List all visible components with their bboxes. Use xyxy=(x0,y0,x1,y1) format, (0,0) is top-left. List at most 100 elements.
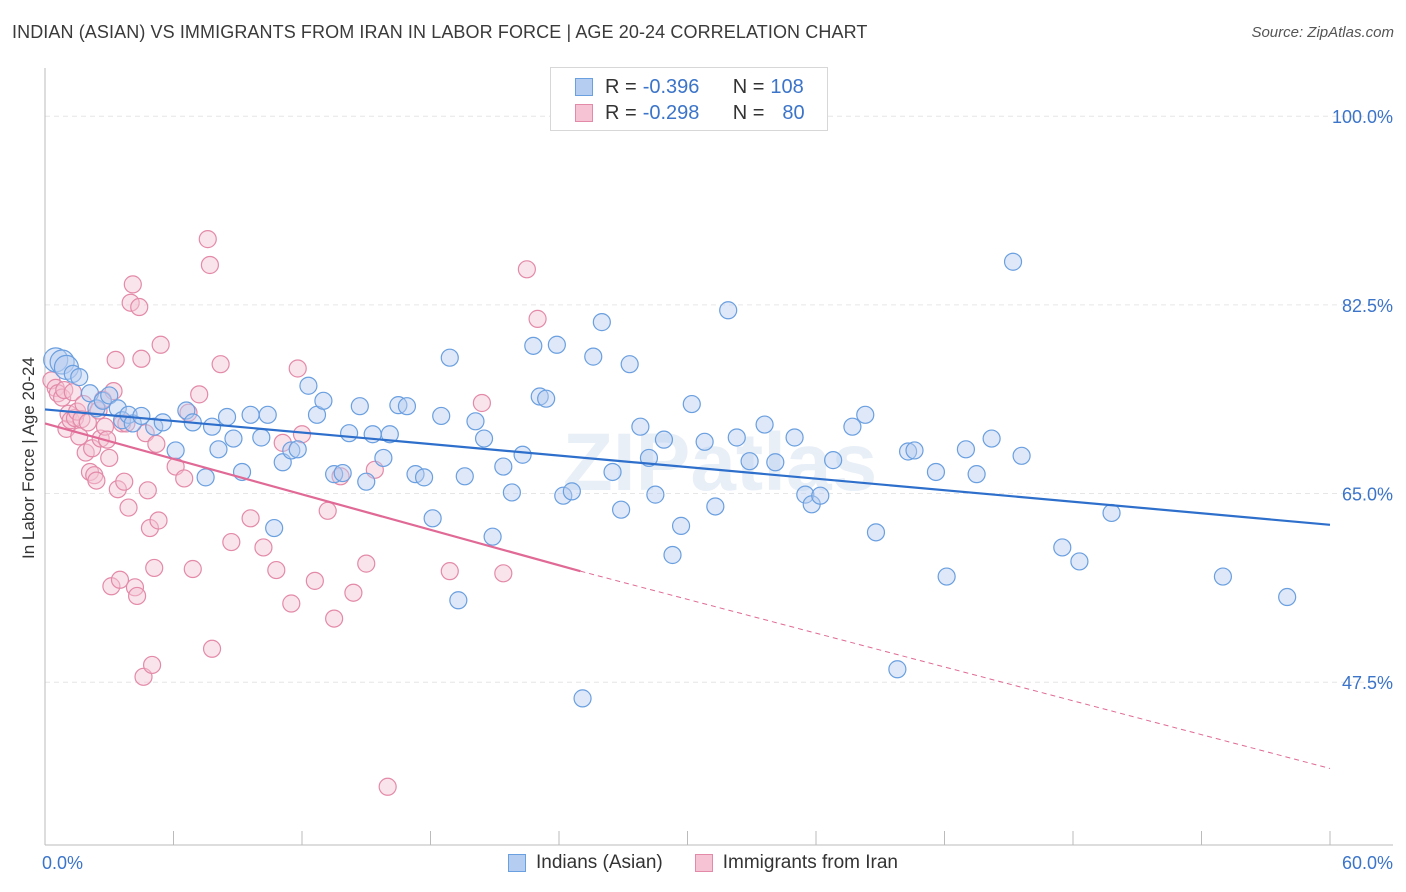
data-point-indian xyxy=(1278,587,1297,607)
gridlines xyxy=(45,115,1393,683)
source-label: Source: ZipAtlas.com xyxy=(1251,24,1394,41)
data-point-iran xyxy=(151,335,170,354)
data-point-indian xyxy=(562,482,581,501)
data-point-indian xyxy=(333,463,352,483)
data-point-indian xyxy=(646,485,665,504)
data-point-indian xyxy=(1213,567,1233,586)
data-point-indian xyxy=(671,516,691,535)
data-point-indian xyxy=(905,441,924,460)
data-point-indian xyxy=(166,441,185,460)
data-point-indian xyxy=(937,567,956,586)
data-point-indian xyxy=(1053,538,1072,557)
data-point-indian xyxy=(1102,503,1121,523)
trend-line-iran-extrapolated xyxy=(580,570,1331,769)
data-point-indian xyxy=(898,442,918,461)
data-point-indian xyxy=(483,527,502,546)
data-point-iran xyxy=(267,560,286,580)
data-point-indian xyxy=(374,448,393,468)
data-point-iran xyxy=(325,609,344,628)
data-point-indian xyxy=(706,497,725,516)
legend-swatch-blue xyxy=(508,854,526,872)
data-point-iran xyxy=(282,594,301,613)
data-point-indian xyxy=(796,485,815,504)
data-point-iran xyxy=(241,509,260,528)
data-point-iran xyxy=(198,230,217,249)
legend-label-indian: Indians (Asian) xyxy=(536,852,663,873)
data-point-iran xyxy=(108,480,127,499)
data-point-indian xyxy=(414,468,434,487)
data-point-indian xyxy=(1003,252,1023,271)
chart-title: INDIAN (ASIAN) VS IMMIGRANTS FROM IRAN I… xyxy=(12,22,868,42)
data-point-iran xyxy=(127,586,147,606)
legend-item-iran: Immigrants from Iran xyxy=(694,852,898,874)
data-point-iran xyxy=(211,355,230,374)
data-point-indian xyxy=(592,313,611,332)
legend-swatch-pink xyxy=(694,854,713,872)
data-point-indian xyxy=(258,405,277,424)
data-point-indian xyxy=(397,397,417,416)
data-point-indian xyxy=(265,518,284,538)
data-point-iran xyxy=(222,532,241,552)
data-point-iran xyxy=(183,559,202,579)
legend-r-value: -0.396 xyxy=(642,75,700,98)
data-point-iran xyxy=(121,293,140,312)
data-point-indian xyxy=(494,457,513,476)
data-point-iran xyxy=(472,393,491,413)
data-point-indian xyxy=(1070,552,1089,571)
legend-n-value: 108 xyxy=(770,75,804,98)
data-point-indian xyxy=(766,453,785,472)
data-point-iran xyxy=(292,425,312,444)
legend-n-label: N = xyxy=(732,75,765,98)
data-point-indian xyxy=(209,440,228,459)
data-point-indian xyxy=(340,424,359,443)
data-point-iran xyxy=(344,583,363,602)
data-point-indian xyxy=(785,428,804,447)
data-point-indian xyxy=(132,406,151,426)
data-point-iran xyxy=(145,558,164,578)
data-point-iran xyxy=(142,655,162,675)
data-point-iran xyxy=(106,350,125,369)
data-point-indian xyxy=(299,376,318,395)
data-point-indian xyxy=(727,428,746,447)
y-tick-label: 82.5% xyxy=(1342,296,1393,316)
data-point-indian xyxy=(631,417,650,436)
data-point-iran xyxy=(200,255,220,275)
trend-line-iran xyxy=(44,422,581,573)
data-point-indian xyxy=(612,500,631,519)
data-point-iran xyxy=(115,472,134,491)
data-point-iran xyxy=(517,260,536,279)
data-point-iran xyxy=(138,481,157,500)
data-point-indian xyxy=(252,428,271,447)
data-point-indian xyxy=(288,440,307,459)
data-point-iran xyxy=(528,309,547,328)
data-point-indian xyxy=(314,391,333,410)
legend-n-value: 80 xyxy=(782,101,805,124)
data-point-indian xyxy=(956,440,976,459)
data-point-indian xyxy=(119,405,138,424)
trend-line-indian xyxy=(44,408,1331,526)
data-point-indian xyxy=(1012,446,1031,465)
data-point-indian xyxy=(866,523,886,542)
legend-item-indian: Indians (Asian) xyxy=(508,852,663,874)
series-legend: Indians (Asian) Immigrants from Iran xyxy=(0,852,1406,874)
data-point-indian xyxy=(926,462,946,482)
data-point-indian xyxy=(740,452,759,471)
data-point-indian xyxy=(70,368,89,387)
data-point-indian xyxy=(100,386,119,405)
x-tick-label: 60.0% xyxy=(1342,853,1393,873)
data-point-indian xyxy=(241,405,260,424)
legend-r-value: -0.298 xyxy=(642,101,700,124)
data-point-iran xyxy=(132,349,151,368)
y-axis-label: In Labor Force | Age 20-24 xyxy=(19,357,38,559)
data-point-indian xyxy=(554,486,573,505)
data-point-indian xyxy=(856,405,875,424)
data-point-indian xyxy=(663,545,682,565)
data-point-indian xyxy=(843,417,862,436)
data-point-indian xyxy=(357,472,376,491)
legend-r-label: R = xyxy=(605,75,637,98)
legend-row-iran: R = -0.298 N = 80 xyxy=(575,100,805,126)
data-point-indian xyxy=(449,591,468,610)
data-point-indian xyxy=(196,468,215,487)
legend-n-label: N = xyxy=(732,101,765,124)
y-tick-labels: 47.5% 65.0% 82.5% 100.0% xyxy=(1332,107,1393,693)
